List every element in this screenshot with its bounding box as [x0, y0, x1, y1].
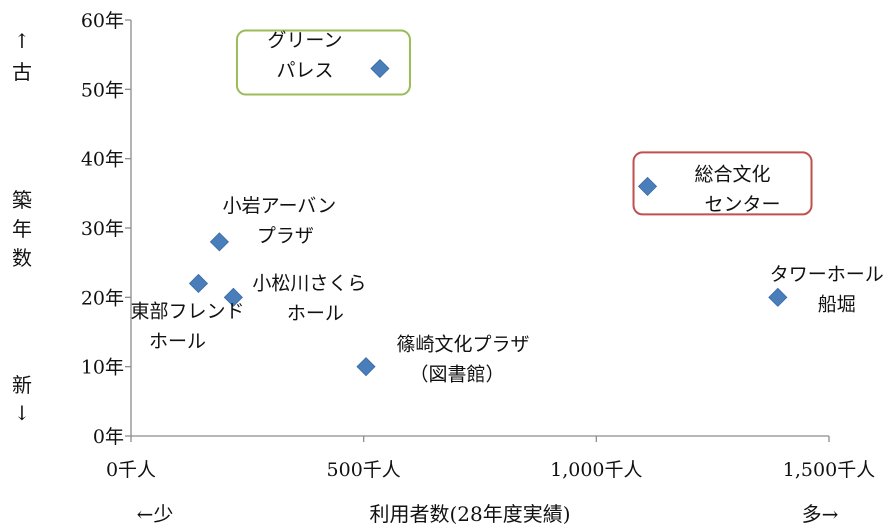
point-label-line2: ホール — [287, 302, 344, 324]
x-axis-label: 利用者数(28年度実績) — [369, 502, 570, 526]
point-labels: グリーンパレス総合文化センター小岩アーバンプラザ東部フレンドホール小松川さくらホ… — [130, 30, 883, 386]
data-point-marker — [188, 273, 209, 294]
point-label-line1: 東部フレンド — [130, 300, 244, 322]
y-bottom-note-text: 新 — [12, 373, 32, 397]
data-point-marker — [209, 232, 229, 252]
y-tick-label: 60年 — [81, 10, 124, 32]
x-axis-left-note: ←少 — [137, 502, 174, 526]
x-tick-label: 0千人 — [106, 459, 156, 481]
data-point-marker — [223, 287, 243, 307]
point-label-line1: グリーン — [267, 30, 342, 52]
point-label-line1: 小松川さくら — [252, 272, 366, 294]
y-tick-label: 50年 — [81, 79, 124, 101]
point-label-line1: 総合文化 — [695, 163, 771, 185]
x-axis-right-note: 多→ — [802, 502, 839, 526]
point-label-line2: プラザ — [257, 225, 314, 247]
x-tick-label: 1,000千人 — [550, 459, 642, 481]
y-tick-label: 20年 — [81, 287, 124, 309]
x-tick-label: 1,500千人 — [783, 459, 875, 481]
y-tick-label: 30年 — [81, 218, 124, 240]
point-label-line1: 篠崎文化プラザ — [396, 334, 529, 356]
point-label-line2: ホール — [149, 330, 206, 352]
y-tick-label: 10年 — [81, 357, 124, 379]
y-top-note-arrow: ↑ — [14, 29, 31, 53]
point-label-line2: パレス — [276, 60, 333, 82]
data-point-marker — [768, 287, 788, 307]
x-tick-label: 500千人 — [327, 459, 401, 481]
callout-box — [632, 151, 813, 216]
y-bottom-note-arrow: ↓ — [14, 401, 31, 425]
x-tick-labels: 0千人 500千人 1,000千人 1,500千人 — [106, 459, 875, 481]
point-label-line2: センター — [705, 193, 781, 215]
y-top-note-text: 古 — [12, 60, 32, 84]
y-axis-label-2: 年 — [12, 217, 32, 241]
point-label-line1: タワーホール — [770, 263, 884, 285]
y-axis-label-1: 築 — [12, 188, 32, 212]
point-label-line2: （図書館） — [409, 364, 504, 386]
callout-box — [235, 29, 411, 96]
axes — [125, 19, 830, 442]
point-label-line1: 小岩アーバン — [223, 195, 337, 217]
y-tick-label: 0年 — [93, 426, 124, 448]
data-point-marker — [356, 357, 376, 377]
y-axis-label-3: 数 — [12, 246, 32, 270]
point-label-line2: 船堀 — [818, 293, 856, 315]
y-tick-label: 40年 — [81, 149, 124, 171]
data-point-marker — [637, 176, 658, 196]
data-points — [188, 58, 788, 377]
data-point-marker — [370, 58, 390, 79]
y-tick-labels: 0年 10年 20年 30年 40年 50年 60年 — [81, 10, 124, 448]
callout-boxes — [235, 29, 813, 216]
